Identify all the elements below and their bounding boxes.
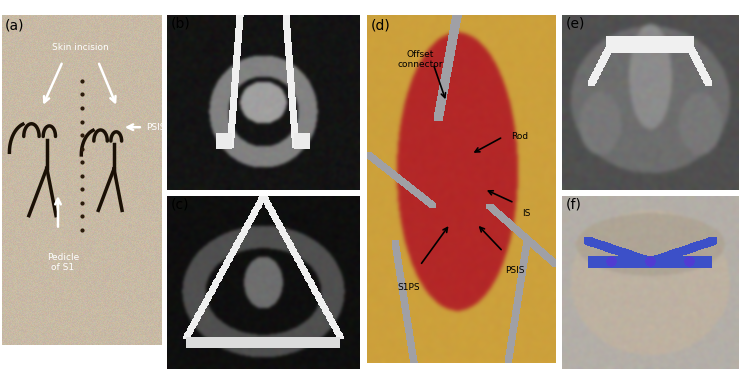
Text: Skin incision: Skin incision	[52, 43, 109, 52]
Text: (d): (d)	[371, 18, 390, 32]
Text: IS: IS	[522, 209, 531, 218]
Text: (b): (b)	[171, 17, 191, 31]
Text: (f): (f)	[565, 198, 582, 212]
Text: S1PS: S1PS	[397, 283, 420, 292]
Text: Rod: Rod	[510, 132, 528, 141]
Text: Offset
connector: Offset connector	[397, 50, 443, 69]
Text: (c): (c)	[171, 198, 189, 212]
Text: PSIS: PSIS	[505, 265, 524, 274]
Text: (a): (a)	[5, 18, 24, 32]
Text: Pedicle
of S1: Pedicle of S1	[47, 253, 79, 272]
Text: (e): (e)	[565, 17, 585, 31]
Text: PSIS: PSIS	[146, 123, 165, 132]
